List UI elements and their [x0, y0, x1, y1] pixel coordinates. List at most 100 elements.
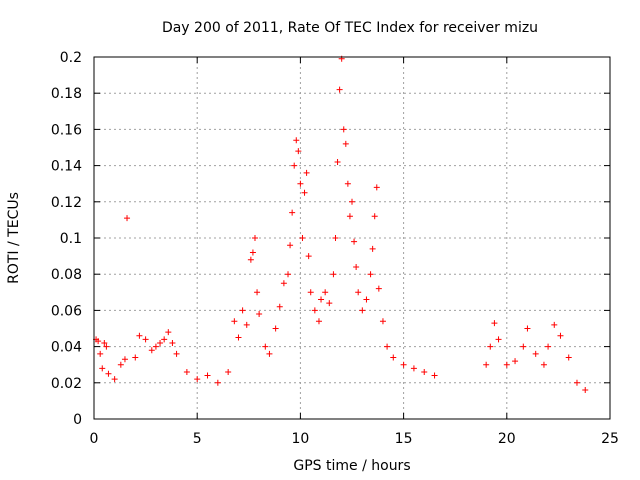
data-point [103, 343, 110, 350]
y-tick-label: 0 [73, 412, 82, 428]
axis-ticks: 0 5 10 15 20 25 0 0.02 0.04 0.06 0.08 0.1 0.12 0.14 0.… [51, 50, 619, 447]
data-point [532, 350, 539, 357]
data-point [97, 350, 104, 357]
data-point [524, 325, 531, 332]
y-tick-label: 0.02 [51, 376, 82, 392]
data-point [315, 318, 322, 325]
data-point [353, 263, 360, 270]
data-point [99, 365, 106, 372]
data-point [342, 140, 349, 147]
data-point [142, 336, 149, 343]
y-tick-label: 0.04 [51, 340, 82, 356]
x-tick-label: 0 [90, 431, 99, 447]
data-point [307, 289, 314, 296]
data-point [243, 321, 250, 328]
data-point [285, 271, 292, 278]
data-point [431, 372, 438, 379]
data-point [557, 332, 564, 339]
x-tick-label: 15 [395, 431, 413, 447]
data-point [349, 198, 355, 205]
data-point [545, 343, 552, 350]
data-point [322, 289, 329, 296]
data-point [194, 376, 201, 383]
data-point [359, 307, 366, 314]
data-markers [93, 55, 589, 394]
data-point [410, 365, 417, 372]
y-axis-label: ROTI / TECUs [6, 192, 22, 284]
data-point [565, 354, 572, 361]
data-point [295, 148, 302, 155]
x-tick-label: 5 [193, 431, 202, 447]
plot-frame [93, 56, 611, 420]
data-point [303, 169, 310, 176]
data-point [249, 249, 256, 256]
data-point [344, 180, 351, 187]
data-point [121, 356, 128, 363]
data-point [305, 253, 312, 260]
data-point [367, 271, 374, 278]
data-point [334, 158, 341, 165]
data-point [326, 300, 333, 307]
data-point [161, 336, 168, 343]
data-point [483, 361, 490, 368]
y-tick-label: 0.06 [51, 303, 82, 319]
data-point [301, 189, 308, 196]
data-point [363, 296, 370, 303]
data-point [503, 361, 510, 368]
data-point [487, 343, 494, 350]
x-tick-label: 20 [498, 431, 516, 447]
x-tick-label: 10 [291, 431, 309, 447]
data-point [375, 285, 382, 292]
data-point [287, 242, 294, 249]
y-tick-label: 0.14 [51, 159, 82, 175]
data-point [371, 213, 378, 220]
data-point [101, 339, 108, 346]
data-point [373, 184, 380, 191]
data-point [136, 332, 143, 339]
data-point [332, 235, 339, 241]
data-point [355, 289, 362, 296]
data-point [105, 370, 112, 377]
x-tick-label: 25 [601, 431, 619, 447]
data-point [330, 271, 337, 278]
data-point [369, 245, 376, 252]
data-point [421, 368, 428, 375]
data-point [256, 311, 263, 318]
data-point [289, 209, 296, 216]
data-point [235, 334, 242, 341]
y-tick-label: 0.18 [51, 86, 82, 102]
data-point [148, 347, 155, 354]
data-point [272, 325, 279, 332]
data-point [165, 329, 172, 336]
data-point [400, 361, 407, 368]
data-point [152, 343, 159, 350]
data-point [540, 361, 547, 368]
data-point [384, 343, 391, 350]
data-point [346, 213, 353, 220]
data-point [276, 303, 283, 310]
data-point [311, 307, 318, 314]
chart-title: Day 200 of 2011, Rate Of TEC Index for r… [162, 20, 538, 36]
data-point [336, 86, 343, 93]
data-point [318, 296, 325, 303]
data-point [390, 354, 397, 361]
y-tick-label: 0.1 [60, 231, 82, 247]
data-point [495, 336, 502, 343]
y-tick-label: 0.2 [60, 50, 82, 66]
y-tick-label: 0.12 [51, 195, 82, 211]
data-point [512, 358, 519, 365]
y-tick-label: 0.16 [51, 122, 82, 138]
data-point [95, 338, 102, 345]
data-point [204, 372, 211, 379]
chart-grid [94, 57, 610, 419]
data-point [132, 354, 139, 361]
x-axis-label: GPS time / hours [293, 458, 410, 474]
data-point [239, 307, 246, 314]
data-point [157, 339, 164, 346]
data-point [117, 361, 124, 368]
data-point [520, 343, 527, 350]
data-point [582, 387, 589, 394]
data-point [299, 235, 306, 241]
data-point [293, 137, 300, 144]
